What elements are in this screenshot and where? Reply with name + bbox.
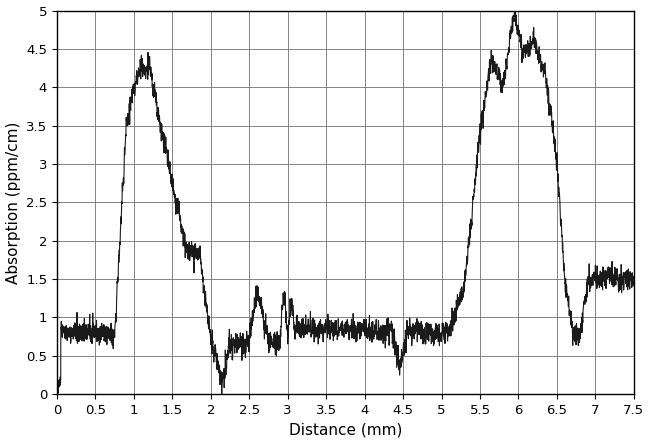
X-axis label: Distance (mm): Distance (mm): [289, 423, 402, 437]
Y-axis label: Absorption (ppm/cm): Absorption (ppm/cm): [6, 121, 21, 284]
